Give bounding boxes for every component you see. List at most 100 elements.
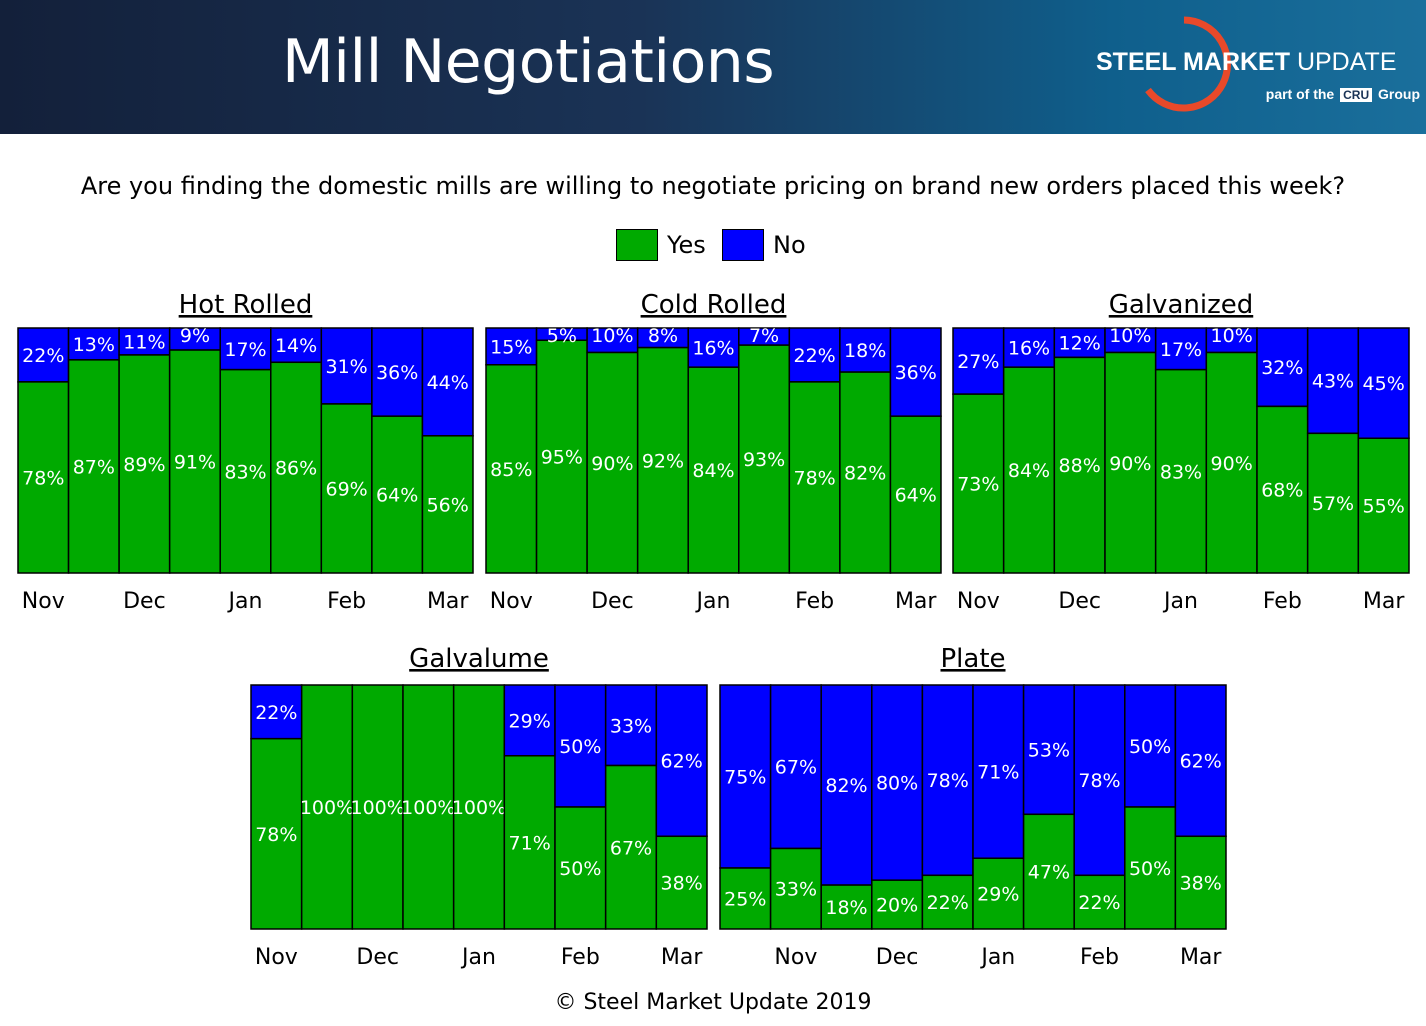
data-label-yes-galvalume: 67%: [610, 837, 652, 859]
data-label-no-plate: 67%: [775, 757, 817, 779]
logo-wordmark-bold: STEEL MARKET: [1096, 48, 1290, 76]
data-label-no-hot-rolled: 31%: [325, 356, 367, 378]
bar-no-galvanized: [1357, 327, 1410, 439]
data-label-no-cold-rolled: 16%: [692, 338, 734, 360]
data-label-no-cold-rolled: 36%: [895, 362, 937, 384]
data-label-no-galvalume: 29%: [509, 710, 551, 732]
x-tick-label-cold-rolled: Nov: [490, 589, 533, 614]
data-label-yes-galvanized: 90%: [1109, 453, 1151, 475]
logo-tagline-post: Group: [1378, 86, 1420, 102]
data-label-yes-plate: 47%: [1028, 862, 1070, 884]
x-tick-label-cold-rolled: Jan: [695, 589, 731, 614]
x-tick-label-cold-rolled: Dec: [591, 589, 634, 614]
data-label-yes-galvalume: 100%: [401, 797, 455, 819]
bar-yes-cold-rolled: [636, 346, 689, 574]
panel-title-galvanized: Galvanized: [1109, 290, 1253, 320]
data-label-no-hot-rolled: 17%: [224, 339, 266, 361]
bar-no-hot-rolled: [371, 327, 424, 417]
bar-yes-galvalume: [554, 806, 607, 930]
x-tick-label-hot-rolled: Jan: [227, 589, 263, 614]
data-label-no-plate: 62%: [1180, 751, 1222, 773]
steel-market-update-logo: STEEL MARKET UPDATE part of the CRU Grou…: [1090, 14, 1424, 114]
bar-no-plate: [719, 684, 772, 869]
data-label-yes-plate: 22%: [1078, 892, 1120, 914]
bar-yes-cold-rolled: [485, 364, 538, 574]
data-label-no-galvanized: 45%: [1363, 373, 1405, 395]
data-label-no-galvanized: 12%: [1059, 333, 1101, 355]
logo-tagline-pre: part of the: [1265, 86, 1335, 102]
x-tick-label-galvanized: Feb: [1263, 589, 1302, 614]
data-label-no-cold-rolled: 22%: [793, 345, 835, 367]
x-tick-label-galvalume: Feb: [561, 945, 600, 970]
bar-yes-hot-rolled: [67, 359, 120, 574]
data-label-no-plate: 78%: [927, 770, 969, 792]
bar-yes-cold-rolled: [839, 371, 892, 574]
bar-yes-plate: [871, 879, 924, 930]
data-label-yes-galvanized: 68%: [1261, 480, 1303, 502]
bar-yes-cold-rolled: [687, 366, 740, 574]
bar-yes-galvanized: [1205, 351, 1258, 574]
data-label-yes-hot-rolled: 91%: [174, 452, 216, 474]
data-label-yes-hot-rolled: 56%: [427, 494, 469, 516]
x-tick-label-cold-rolled: Feb: [795, 589, 834, 614]
panel-title-plate: Plate: [940, 644, 1005, 674]
data-label-yes-galvanized: 90%: [1211, 453, 1253, 475]
logo-tagline: part of the CRU Group: [1266, 86, 1420, 102]
data-label-yes-hot-rolled: 89%: [123, 454, 165, 476]
data-label-yes-plate: 18%: [825, 897, 867, 919]
bar-yes-cold-rolled: [738, 344, 791, 574]
x-tick-label-galvalume: Jan: [460, 945, 496, 970]
panel-title-galvalume: Galvalume: [409, 644, 549, 674]
bar-no-plate: [820, 684, 873, 886]
panel-plate: Plate 25% 75% 33% 67% 18% 82% 20% 80% 22% 78% 29% 71…: [719, 644, 1227, 970]
bar-no-galvanized: [1205, 327, 1258, 354]
survey-question: Are you finding the domestic mills are w…: [80, 172, 1346, 200]
bar-yes-hot-rolled: [270, 361, 323, 574]
bar-no-galvanized: [1002, 327, 1056, 368]
data-label-yes-cold-rolled: 84%: [692, 460, 734, 482]
cru-badge: CRU: [1340, 88, 1373, 102]
bar-yes-plate: [719, 867, 772, 930]
data-label-yes-plate: 25%: [724, 889, 766, 911]
logo-wordmark-light: UPDATE: [1296, 48, 1397, 76]
x-tick-label-plate: Mar: [1180, 945, 1222, 970]
panel-galvanized: Galvanized 73% 27% 84% 16% 88% 12% 90% 10% 83% 17%…: [952, 290, 1410, 614]
bar-no-galvanized: [952, 327, 1005, 395]
legend-label-yes: Yes: [667, 231, 706, 259]
data-label-yes-plate: 22%: [927, 892, 969, 914]
data-label-yes-galvalume: 78%: [255, 824, 297, 846]
data-label-no-cold-rolled: 7%: [749, 325, 779, 347]
data-label-no-hot-rolled: 22%: [22, 345, 64, 367]
data-label-yes-galvanized: 57%: [1312, 493, 1354, 515]
data-label-no-galvanized: 17%: [1160, 339, 1202, 361]
x-tick-label-plate: Dec: [876, 945, 919, 970]
data-label-no-hot-rolled: 36%: [376, 362, 418, 384]
bar-yes-galvalume: [655, 835, 708, 930]
data-label-no-cold-rolled: 5%: [547, 325, 577, 347]
bar-no-cold-rolled: [586, 327, 639, 354]
bar-no-galvalume: [604, 684, 658, 767]
bar-no-hot-rolled: [219, 327, 272, 371]
x-tick-label-hot-rolled: Feb: [327, 589, 366, 614]
data-label-no-plate: 71%: [977, 762, 1019, 784]
bar-yes-cold-rolled: [788, 381, 841, 574]
legend-swatch-no: [722, 229, 764, 261]
data-label-no-plate: 50%: [1129, 736, 1171, 758]
bar-no-cold-rolled: [485, 327, 538, 366]
bar-yes-galvalume: [300, 684, 354, 930]
data-label-yes-plate: 29%: [977, 884, 1019, 906]
x-tick-label-hot-rolled: Mar: [427, 589, 469, 614]
bar-yes-hot-rolled: [219, 368, 272, 574]
data-label-no-cold-rolled: 15%: [490, 336, 532, 358]
data-label-yes-galvanized: 83%: [1160, 461, 1202, 483]
x-tick-label-galvanized: Jan: [1162, 589, 1198, 614]
data-label-yes-cold-rolled: 64%: [895, 485, 937, 507]
x-tick-label-galvalume: Nov: [255, 945, 298, 970]
x-tick-label-plate: Jan: [979, 945, 1015, 970]
data-label-yes-plate: 33%: [775, 879, 817, 901]
data-label-no-galvalume: 33%: [610, 715, 652, 737]
data-label-no-plate: 82%: [825, 775, 867, 797]
logo-wordmark: STEEL MARKET UPDATE: [1096, 48, 1397, 77]
x-tick-label-cold-rolled: Mar: [895, 589, 937, 614]
